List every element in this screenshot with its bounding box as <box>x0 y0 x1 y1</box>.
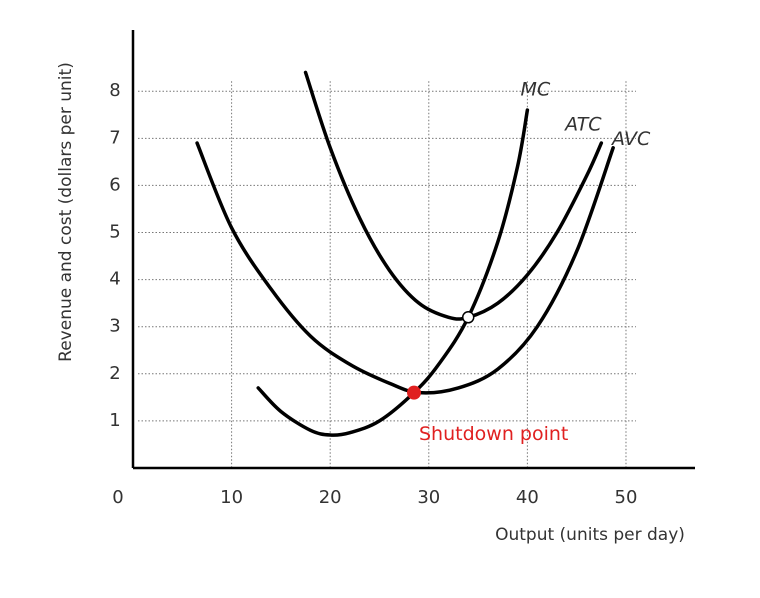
x-axis-label: Output (units per day) <box>495 525 685 545</box>
y-tick-label: 3 <box>109 316 120 337</box>
point <box>407 385 421 400</box>
y-tick-label: 6 <box>109 174 120 195</box>
y-tick-label: 4 <box>109 269 120 290</box>
curve <box>256 108 530 437</box>
annotation: Shutdown point <box>419 423 568 445</box>
curve-label: AVC <box>610 128 651 150</box>
x-tick-label: 10 <box>220 487 243 508</box>
y-axis-label: Revenue and cost (dollars per unit) <box>56 62 76 362</box>
curve <box>303 70 604 321</box>
y-tick-label: 1 <box>109 410 120 431</box>
curve-label: ATC <box>563 114 602 136</box>
x-tick-label: 0 <box>112 487 123 508</box>
y-tick-label: 5 <box>109 222 120 243</box>
curve-label: MC <box>521 79 551 101</box>
y-tick-label: 2 <box>109 363 120 384</box>
curve <box>195 141 615 395</box>
x-tick-label: 50 <box>615 487 638 508</box>
y-tick-label: 7 <box>109 127 120 148</box>
x-tick-label: 20 <box>319 487 342 508</box>
y-tick-label: 8 <box>109 80 120 101</box>
x-tick-label: 30 <box>417 487 440 508</box>
point <box>461 311 475 324</box>
x-tick-label: 40 <box>516 487 539 508</box>
